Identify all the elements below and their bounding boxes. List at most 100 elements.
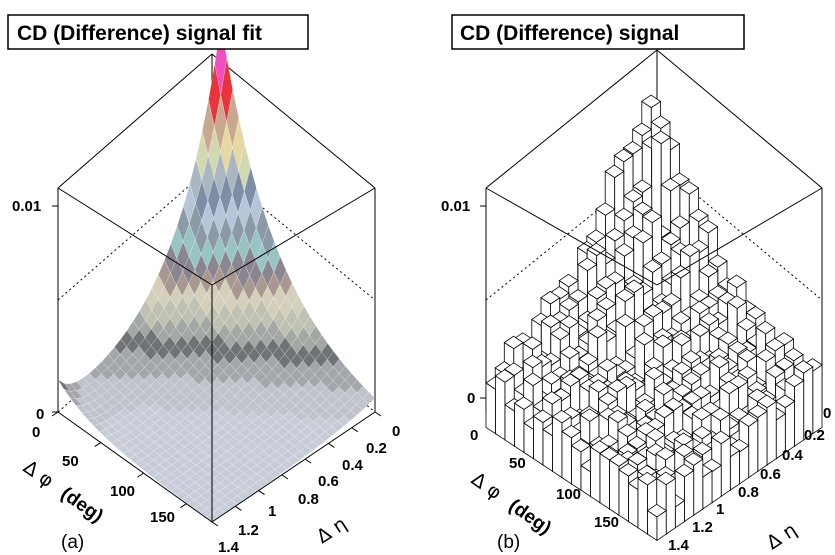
lego-bar-top	[589, 440, 610, 454]
panel-a-title: CD (Difference) signal fit	[17, 22, 262, 45]
lego-bar-top	[558, 273, 579, 288]
lego-bar-face	[628, 482, 639, 529]
lego-bar-top	[681, 391, 702, 405]
lego-bar-top	[756, 394, 777, 409]
panel-a-label: (a)	[61, 532, 84, 553]
lego-bar-top	[595, 275, 617, 290]
lego-bar-face	[766, 400, 777, 466]
lego-bar-face	[794, 379, 805, 447]
lego-bar-top	[596, 296, 617, 311]
lego-bar-top	[561, 424, 582, 439]
panel-a-z-tick-0: 0	[36, 406, 44, 423]
lego-bar-top	[608, 453, 629, 467]
lego-bar-top	[541, 391, 563, 405]
panel-b-y-tick-1p2: 1.2	[692, 519, 713, 536]
y-tick-mark	[281, 474, 289, 480]
y-tick-mark	[304, 458, 312, 464]
lego-bar-top	[765, 364, 786, 379]
lego-bar-top	[626, 435, 647, 450]
panel-b-y-tick-0p4: 0.4	[782, 447, 804, 464]
panel-a-y-tick-1p2: 1.2	[238, 522, 259, 539]
lego-bar-face	[599, 452, 610, 510]
panel-a-y-axis-label: Δ η	[313, 513, 351, 548]
lego-bar-face	[693, 458, 704, 516]
lego-bar-top	[673, 443, 695, 458]
lego-bar-top	[698, 219, 719, 234]
lego-bar-top	[597, 358, 618, 372]
lego-bar-top	[736, 317, 757, 332]
lego-bar-top	[646, 503, 667, 518]
lego-bar-top	[579, 408, 600, 422]
panel-b-title-box	[451, 14, 745, 50]
panel-b-y-tick-0p8: 0.8	[738, 484, 759, 501]
panel-b-x-axis-symbol: Δ φ	[467, 468, 505, 504]
lego-bar-top	[692, 441, 713, 456]
lego-bar-face	[571, 444, 582, 491]
lego-bar-top	[642, 209, 663, 224]
lego-bar-top	[560, 373, 581, 387]
lego-bar-top	[595, 202, 616, 216]
lego-bar-top	[614, 288, 636, 303]
lego-bar-top	[607, 379, 628, 393]
lego-bar-top	[513, 396, 534, 410]
lego-bar-top	[522, 336, 543, 350]
lego-bar-top	[615, 313, 636, 328]
lego-bar-top	[691, 407, 712, 421]
lego-bar-top	[551, 409, 572, 424]
panel-a-box-front	[57, 187, 376, 523]
panel-b-y-tick-1: 1	[716, 501, 724, 518]
lego-bar-top	[726, 274, 747, 289]
lego-bar-top	[613, 207, 635, 222]
lego-bar-top	[737, 365, 758, 380]
lego-bar-top	[671, 361, 693, 375]
panel-a-surface-plot: 0.01 0 0 50 100 150 0 0.2 0.4 0.6 0.8 1 …	[7, 14, 400, 555]
lego-bar-top	[522, 372, 544, 387]
lego-bar-face	[720, 436, 731, 498]
y-tick-mark	[211, 521, 219, 527]
lego-bar-top	[710, 430, 732, 445]
lego-bar-top	[745, 305, 766, 320]
lego-bar-top	[645, 428, 666, 442]
lego-bar-top	[747, 404, 768, 418]
lego-bar-top	[784, 373, 805, 388]
lego-bar-top	[660, 231, 681, 246]
lego-bar-top	[559, 345, 580, 360]
panel-b-lego-bars	[485, 94, 823, 542]
panel-b-x-tick-50: 50	[509, 455, 526, 472]
lego-bar-top	[655, 471, 677, 486]
x-tick-mark	[180, 503, 187, 509]
lego-bar-top	[755, 320, 776, 335]
panel-a-y-tick-0p8: 0.8	[298, 491, 319, 508]
lego-bar-top	[653, 381, 674, 396]
panel-a-x-axis-symbol: Δ φ	[19, 456, 57, 492]
panel-a-y-tick-0p4: 0.4	[342, 457, 364, 474]
panel-a-y-tick-0p2: 0.2	[366, 440, 387, 457]
lego-bar-face	[609, 459, 620, 516]
lego-bar-top	[663, 397, 684, 411]
panel-b-y-tick-0p2: 0.2	[804, 427, 825, 444]
lego-bar-top	[642, 259, 663, 273]
panel-a-z-tick-0p01: 0.01	[12, 198, 41, 215]
lego-bar-top	[669, 215, 691, 229]
lego-bar-top	[670, 311, 692, 325]
lego-bar-top	[587, 325, 608, 339]
lego-bar-top	[607, 409, 628, 424]
lego-bar-top	[586, 286, 607, 300]
lego-bar-top	[681, 350, 702, 364]
panel-a-y-tick-0p6: 0.6	[318, 473, 339, 490]
lego-bar-top	[632, 229, 654, 244]
lego-bar-face	[552, 415, 563, 479]
lego-bar-top	[681, 371, 702, 386]
lego-bar-top	[726, 295, 748, 309]
panel-a-y-tick-0: 0	[392, 423, 400, 440]
panel-b-box-front	[485, 187, 823, 286]
lego-bar-top	[558, 297, 580, 311]
y-tick-mark	[235, 505, 242, 511]
lego-bar-top	[550, 326, 571, 341]
lego-bar-top	[635, 398, 656, 413]
lego-bar-top	[719, 380, 740, 395]
lego-bar-face	[757, 410, 768, 473]
lego-bar-top	[679, 243, 700, 257]
lego-bar-face	[748, 419, 759, 479]
lego-bar-top	[738, 413, 759, 427]
